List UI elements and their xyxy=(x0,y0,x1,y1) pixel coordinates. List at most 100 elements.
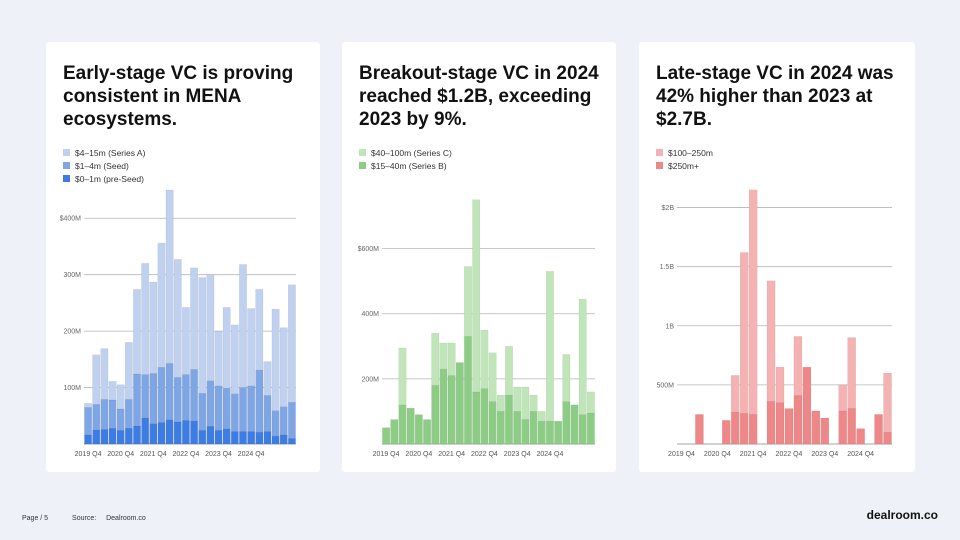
bar-segment xyxy=(182,420,190,445)
bar-segment xyxy=(406,407,415,445)
bar-segment xyxy=(247,431,256,445)
legend-item-pre-seed: $0–1m (pre-Seed) xyxy=(63,172,145,185)
late-stage-card: Late-stage VC in 2024 was 42% higher tha… xyxy=(639,42,915,472)
legend-item-series-b: $15–40m (Series B) xyxy=(359,159,452,172)
bar-segment xyxy=(116,384,125,410)
bar-segment xyxy=(247,385,256,432)
bar-segment xyxy=(811,410,821,445)
bar-segment xyxy=(398,347,407,406)
page-number: Page / 5 xyxy=(22,515,49,522)
x-tick-label: 2022 Q4 xyxy=(776,451,803,458)
bar-segment xyxy=(239,431,247,445)
x-tick-label: 2022 Q4 xyxy=(172,451,199,458)
bar-segment xyxy=(496,411,505,445)
bar-segment xyxy=(263,431,272,445)
bar-segment xyxy=(198,277,207,394)
bar-segment xyxy=(562,401,571,445)
bar-segment xyxy=(488,401,497,445)
early-stage-chart: 100M 200M 300M $400M 2019 Q4 2020 Q4 2021 Q4 20… xyxy=(60,189,296,458)
bar-segment xyxy=(883,431,892,445)
bar-segment xyxy=(165,189,174,364)
bar-segment xyxy=(472,391,481,445)
dealroom-logo[interactable]: dealroom.co xyxy=(866,508,938,522)
bar-segment xyxy=(92,354,101,405)
late-stage-chart: 500M 1B 1.5B $2B 2019 Q4 2020 Q4 2021 Q4 2022 Q… xyxy=(656,189,892,458)
bar-segment xyxy=(206,380,215,427)
y-tick-label: 300M xyxy=(63,272,81,279)
bar-segment xyxy=(133,373,141,427)
bar-segment xyxy=(423,419,431,445)
y-tick-label: 200M xyxy=(361,376,379,383)
bar-segment xyxy=(214,385,223,431)
page-footer: Page / 5 Source: Dealroom.co xyxy=(22,515,146,522)
bar-segment xyxy=(390,419,399,445)
bar-segment xyxy=(116,408,125,431)
bar-segment xyxy=(255,369,264,433)
bar-segment xyxy=(695,414,704,445)
chart-title: Late-stage VC in 2024 was 42% higher tha… xyxy=(656,63,894,130)
bar-segment xyxy=(206,274,215,381)
bar-segment xyxy=(439,342,448,370)
bar-segment xyxy=(820,417,830,445)
early-stage-card: Early-stage VC is proving consistent in … xyxy=(46,42,320,472)
bar-segment xyxy=(239,387,247,432)
legend: $4–15m (Series A) $1–4m (Seed) $0–1m (pr… xyxy=(63,146,145,185)
legend-label: $40–100m (Series C) xyxy=(371,147,452,158)
x-tick-label: 2019 Q4 xyxy=(373,451,400,458)
bar-segment xyxy=(100,399,109,430)
bar-segment xyxy=(537,411,546,422)
x-tick-label: 2020 Q4 xyxy=(405,451,432,458)
bar-segment xyxy=(775,402,785,445)
bar-segment xyxy=(513,386,522,412)
bar-segment xyxy=(748,189,758,415)
legend-item-seed: $1–4m (Seed) xyxy=(63,159,145,172)
legend-label: $4–15m (Series A) xyxy=(75,147,146,158)
bar-segment xyxy=(775,366,785,403)
x-tick-label: 2024 Q4 xyxy=(238,451,265,458)
bar-segment xyxy=(190,267,198,370)
bar-segment xyxy=(546,421,554,445)
bar-segment xyxy=(279,434,288,445)
bar-segment xyxy=(230,393,239,432)
y-tick-label: 500M xyxy=(656,382,674,389)
legend-swatch xyxy=(63,175,70,182)
bar-segment xyxy=(279,406,288,436)
bar-segment xyxy=(190,420,198,445)
x-tick-label: 2024 Q4 xyxy=(537,451,564,458)
bar-segment xyxy=(464,336,472,445)
bar-segment xyxy=(521,386,530,420)
bar-segment xyxy=(190,369,198,422)
bar-segment xyxy=(157,367,166,423)
y-tick-label: 1.5B xyxy=(660,264,675,271)
bar-segment xyxy=(182,374,190,421)
bar-segment xyxy=(271,435,280,445)
bar-segment xyxy=(288,402,296,439)
legend-label: $100–250m xyxy=(668,147,713,158)
bar-segment xyxy=(570,404,579,445)
x-tick-label: 2021 Q4 xyxy=(740,451,767,458)
source-link[interactable]: Dealroom.co xyxy=(106,515,146,522)
bar-segment xyxy=(739,252,749,414)
bar-segment xyxy=(92,404,101,431)
bar-segment xyxy=(92,429,101,445)
legend-item-series-c: $40–100m (Series C) xyxy=(359,146,452,159)
bar-segment xyxy=(431,385,440,445)
bar-segment xyxy=(587,412,595,445)
bar-segment xyxy=(165,363,174,420)
bar-segment xyxy=(230,431,239,445)
x-tick-label: 2024 Q4 xyxy=(847,451,874,458)
bar-segment xyxy=(847,408,856,445)
bar-segment xyxy=(149,423,158,445)
legend-swatch xyxy=(656,162,663,169)
bar-segment xyxy=(784,408,794,445)
bar-segment xyxy=(496,394,505,412)
bar-segment xyxy=(108,399,117,429)
x-tick-label: 2023 Q4 xyxy=(205,451,232,458)
bar-segment xyxy=(766,280,776,402)
bar-segment xyxy=(255,289,264,371)
bar-segment xyxy=(766,401,776,445)
bar-segment xyxy=(838,410,847,445)
bar-segment xyxy=(239,264,247,388)
bar-segment xyxy=(222,428,231,445)
bar-segment xyxy=(447,342,456,376)
